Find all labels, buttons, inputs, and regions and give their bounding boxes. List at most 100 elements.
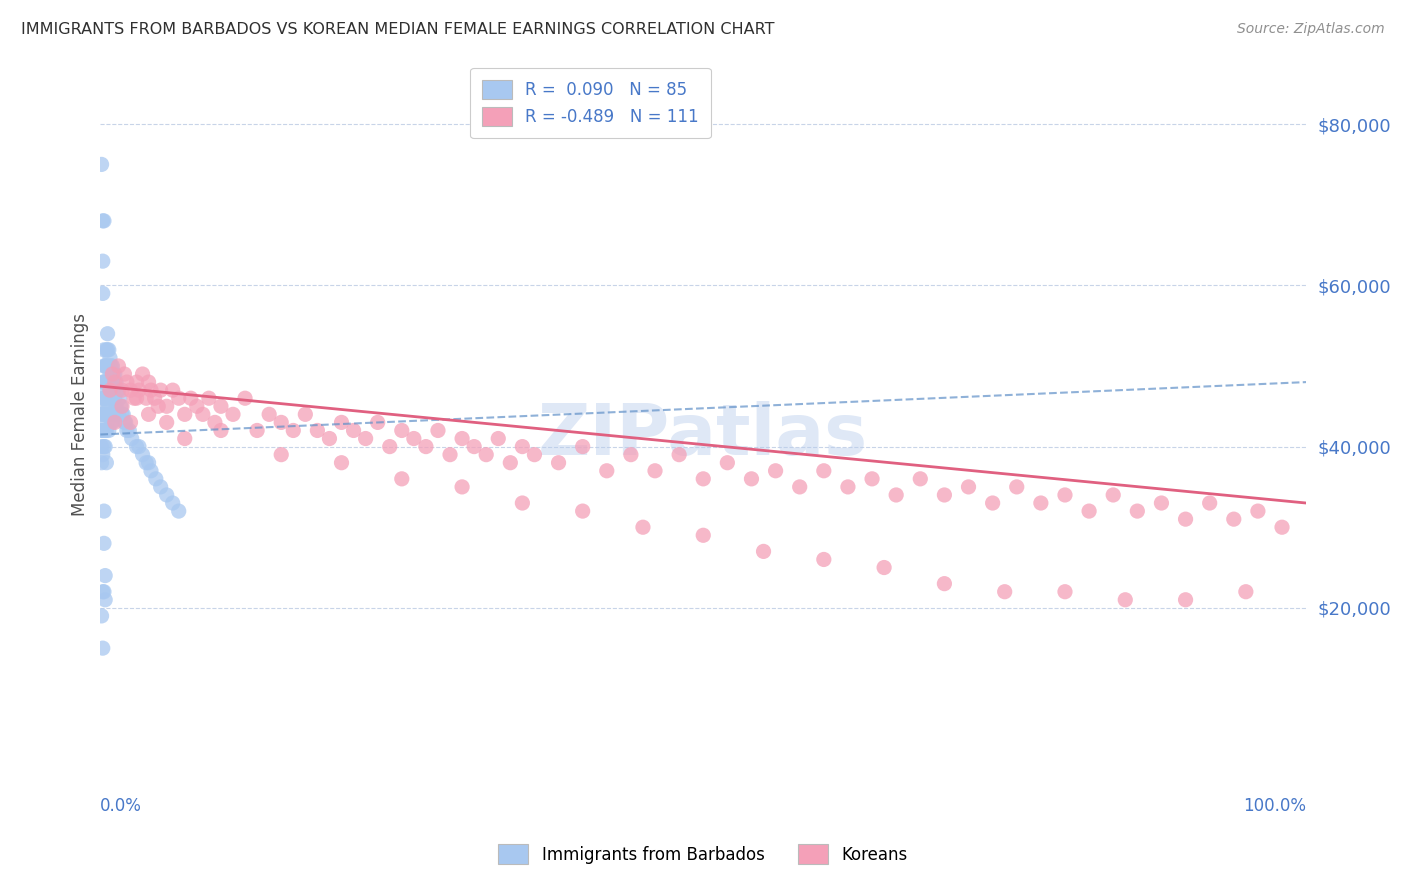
Point	[1234, 584, 1257, 599]
Point	[101, 391, 124, 405]
Point	[143, 391, 166, 405]
Point	[93, 536, 115, 550]
Point	[125, 375, 148, 389]
Point	[884, 488, 907, 502]
Point	[167, 391, 190, 405]
Point	[96, 408, 118, 422]
Point	[98, 367, 121, 381]
Point	[93, 343, 115, 357]
Point	[209, 399, 232, 413]
Point	[246, 424, 269, 438]
Point	[97, 375, 120, 389]
Point	[789, 480, 811, 494]
Point	[107, 408, 129, 422]
Point	[103, 408, 125, 422]
Point	[94, 592, 117, 607]
Point	[125, 391, 148, 405]
Point	[93, 359, 115, 373]
Point	[499, 456, 522, 470]
Point	[934, 576, 956, 591]
Point	[813, 464, 835, 478]
Point	[131, 448, 153, 462]
Y-axis label: Median Female Earnings: Median Female Earnings	[72, 313, 89, 516]
Point	[180, 391, 202, 405]
Point	[97, 424, 120, 438]
Point	[367, 416, 389, 430]
Point	[98, 383, 121, 397]
Point	[103, 367, 125, 381]
Point	[439, 448, 461, 462]
Point	[107, 383, 129, 397]
Point	[139, 464, 162, 478]
Point	[1198, 496, 1220, 510]
Point	[120, 383, 142, 397]
Point	[91, 286, 114, 301]
Point	[427, 424, 450, 438]
Point	[110, 399, 132, 413]
Point	[173, 432, 195, 446]
Point	[101, 359, 124, 373]
Point	[138, 375, 160, 389]
Point	[115, 375, 138, 389]
Point	[108, 391, 131, 405]
Point	[125, 440, 148, 454]
Point	[167, 504, 190, 518]
Point	[571, 504, 593, 518]
Point	[97, 399, 120, 413]
Point	[1126, 504, 1149, 518]
Point	[93, 504, 115, 518]
Point	[93, 375, 115, 389]
Text: 0.0%: 0.0%	[100, 797, 142, 815]
Point	[131, 367, 153, 381]
Point	[740, 472, 762, 486]
Point	[91, 424, 114, 438]
Point	[98, 351, 121, 365]
Point	[981, 496, 1004, 510]
Point	[173, 408, 195, 422]
Point	[93, 424, 115, 438]
Point	[620, 448, 643, 462]
Point	[94, 568, 117, 582]
Point	[96, 359, 118, 373]
Point	[283, 424, 305, 438]
Point	[342, 424, 364, 438]
Point	[1078, 504, 1101, 518]
Point	[121, 432, 143, 446]
Point	[910, 472, 932, 486]
Point	[571, 440, 593, 454]
Point	[752, 544, 775, 558]
Point	[668, 448, 690, 462]
Point	[96, 391, 118, 405]
Point	[148, 399, 170, 413]
Point	[101, 367, 124, 381]
Point	[90, 440, 112, 454]
Point	[93, 408, 115, 422]
Point	[105, 383, 128, 397]
Point	[98, 408, 121, 422]
Point	[475, 448, 498, 462]
Point	[94, 359, 117, 373]
Point	[105, 375, 128, 389]
Point	[91, 254, 114, 268]
Point	[96, 343, 118, 357]
Point	[97, 416, 120, 430]
Point	[1114, 592, 1136, 607]
Legend: R =  0.090   N = 85, R = -0.489   N = 111: R = 0.090 N = 85, R = -0.489 N = 111	[471, 68, 710, 138]
Point	[101, 416, 124, 430]
Point	[631, 520, 654, 534]
Point	[523, 448, 546, 462]
Point	[97, 399, 120, 413]
Point	[91, 214, 114, 228]
Point	[90, 424, 112, 438]
Point	[97, 383, 120, 397]
Point	[91, 408, 114, 422]
Point	[1174, 512, 1197, 526]
Point	[391, 424, 413, 438]
Point	[90, 408, 112, 422]
Point	[330, 456, 353, 470]
Point	[104, 375, 127, 389]
Point	[1150, 496, 1173, 510]
Point	[463, 440, 485, 454]
Point	[94, 391, 117, 405]
Point	[115, 424, 138, 438]
